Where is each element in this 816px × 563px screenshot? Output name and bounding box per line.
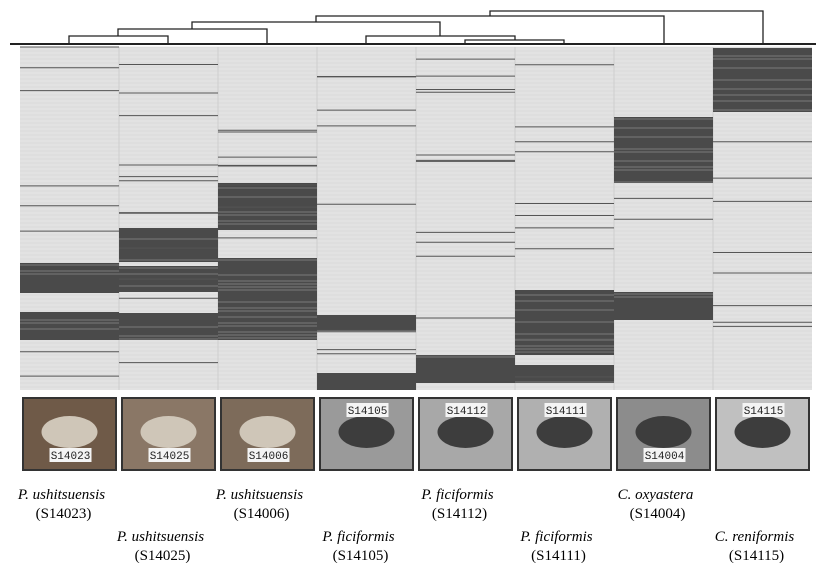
block xyxy=(515,290,614,355)
specimen xyxy=(537,416,593,448)
block xyxy=(614,117,713,183)
specimen-code: (S14006) xyxy=(234,506,290,522)
block xyxy=(614,292,713,320)
dendrogram xyxy=(10,11,816,44)
specimen-code: (S14004) xyxy=(630,506,686,522)
species-name: P. ficiformis xyxy=(519,529,592,545)
specimen xyxy=(735,416,791,448)
species-name: C. reniformis xyxy=(715,529,795,545)
specimen-code: (S14115) xyxy=(729,548,784,563)
species-name: C. oxyastera xyxy=(618,487,694,503)
photo-label: S14111 xyxy=(546,406,586,418)
species-name: P. ushitsuensis xyxy=(215,487,303,503)
photo-label: S14023 xyxy=(51,451,91,463)
block xyxy=(515,365,614,383)
heatmap xyxy=(20,47,812,390)
species-name: P. ushitsuensis xyxy=(17,487,105,503)
figure: S14023 S14025 S14006 S14105 S14112 S14111 S140… xyxy=(0,0,816,563)
photo-label: S14112 xyxy=(447,406,487,418)
block xyxy=(119,228,218,262)
specimen xyxy=(240,416,296,448)
specimen xyxy=(141,416,197,448)
block xyxy=(20,312,119,340)
species-name: P. ficiformis xyxy=(321,529,394,545)
specimen-code: (S14112) xyxy=(432,506,487,522)
specimen xyxy=(438,416,494,448)
heatmap-figure: S14023 S14025 S14006 S14105 S14112 S14111 S140… xyxy=(0,0,816,563)
species-name: P. ficiformis xyxy=(420,487,493,503)
specimen xyxy=(339,416,395,448)
species-name: P. ushitsuensis xyxy=(116,529,204,545)
block xyxy=(218,258,317,340)
photo-label: S14004 xyxy=(645,451,685,463)
specimen xyxy=(636,416,692,448)
photo-label: S14025 xyxy=(150,451,190,463)
block xyxy=(20,263,119,293)
specimen-code: (S14105) xyxy=(333,548,389,563)
block xyxy=(317,315,416,330)
specimen-code: (S14025) xyxy=(135,548,191,563)
specimen-code: (S14111) xyxy=(531,548,586,563)
photos: S14023 S14025 S14006 S14105 S14112 S14111 S140… xyxy=(23,398,809,470)
photo-label: S14105 xyxy=(348,406,388,418)
block xyxy=(317,373,416,390)
photo-label: S14006 xyxy=(249,451,289,463)
specimen xyxy=(42,416,98,448)
labels: P. ushitsuensis (S14023) P. ushitsuensis (S… xyxy=(17,487,795,563)
photo-label: S14115 xyxy=(744,406,784,418)
block xyxy=(218,183,317,230)
block xyxy=(416,355,515,383)
specimen-code: (S14023) xyxy=(36,506,92,522)
